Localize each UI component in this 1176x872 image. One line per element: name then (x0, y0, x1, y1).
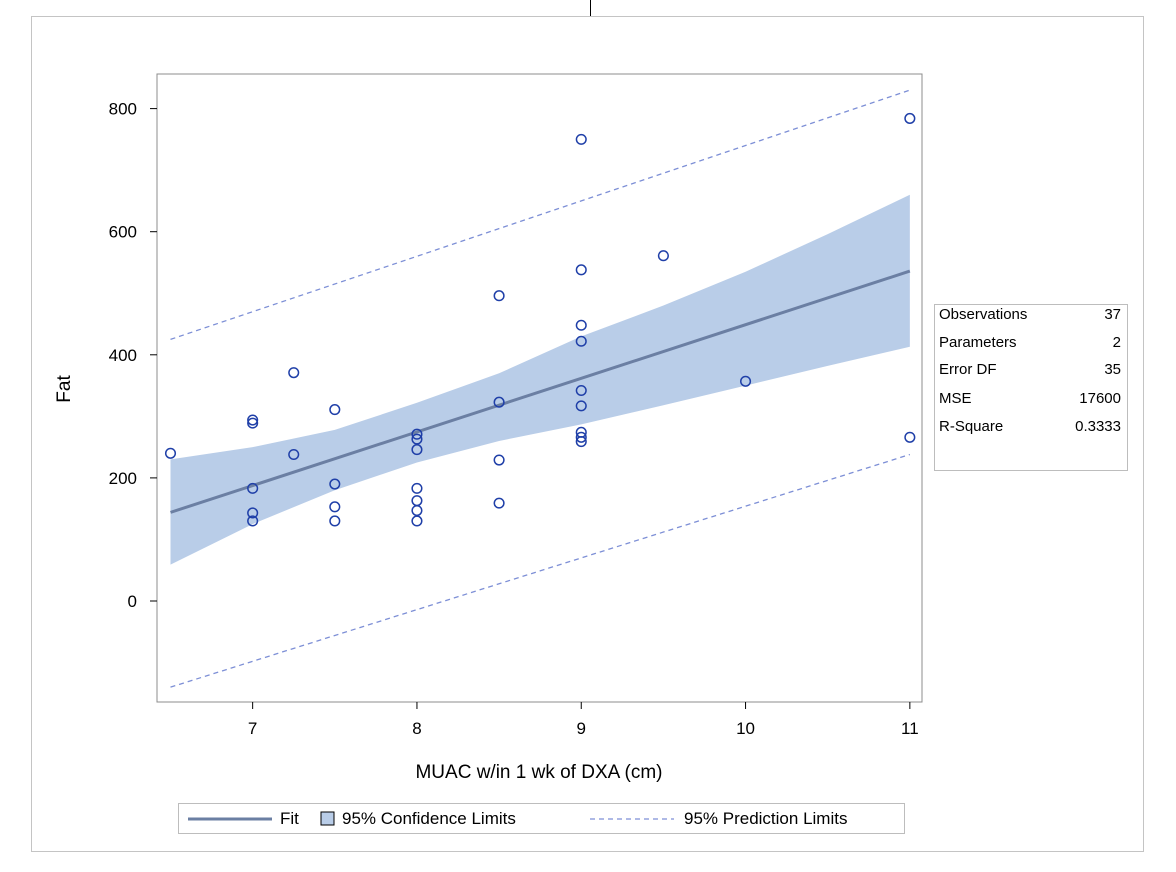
data-point (411, 444, 423, 456)
prediction-limit-upper (170, 89, 911, 341)
data-point (904, 431, 916, 443)
data-point (575, 335, 587, 347)
stat-row-r-square: R-Square 0.3333 (935, 418, 1127, 438)
data-point (740, 375, 752, 387)
data-point (329, 501, 341, 513)
fit-line (170, 269, 911, 514)
legend-label-confidence: 95% Confidence Limits (342, 809, 516, 828)
data-point (411, 482, 423, 494)
data-point (247, 515, 259, 527)
plot-area-border (156, 73, 923, 703)
data-point (575, 400, 587, 412)
data-point (411, 433, 423, 445)
x-axis-label: MUAC w/in 1 wk of DXA (cm) (415, 762, 662, 783)
y-tick-label: 400 (109, 346, 137, 365)
legend-confidence-swatch-icon (320, 811, 335, 826)
data-point (247, 507, 259, 519)
y-axis-label: Fat (54, 375, 75, 403)
data-point (247, 417, 259, 429)
data-point (411, 504, 423, 517)
legend-label-fit: Fit (280, 809, 299, 828)
data-point (493, 454, 505, 466)
data-point (164, 447, 177, 459)
stat-label: Error DF (939, 361, 997, 378)
data-point (288, 448, 300, 461)
stat-value: 2 (1112, 334, 1121, 351)
confidence-band (170, 194, 910, 565)
data-point (247, 414, 259, 426)
data-point (411, 428, 423, 440)
legend-symbols (188, 811, 674, 826)
data-point (575, 133, 587, 145)
data-point (575, 319, 587, 331)
stat-row-observations: Observations 37 (935, 306, 1127, 326)
data-point (247, 482, 259, 494)
data-point (575, 384, 587, 397)
x-tick-label: 8 (412, 719, 421, 738)
data-point (493, 290, 505, 302)
stat-row-parameters: Parameters 2 (935, 334, 1127, 354)
stat-row-mse: MSE 17600 (935, 390, 1127, 410)
data-point (575, 436, 587, 448)
stat-value: 37 (1104, 306, 1121, 323)
data-point (329, 404, 341, 416)
y-tick-label: 800 (109, 100, 137, 119)
data-point (575, 431, 587, 443)
data-point (329, 478, 341, 490)
data-point (411, 495, 423, 507)
stat-label: R-Square (939, 418, 1004, 435)
stat-label: Parameters (939, 334, 1017, 351)
chart-legend: Fit 95% Confidence Limits 95% Prediction… (178, 803, 905, 834)
y-tick-label: 200 (109, 469, 137, 488)
fit-statistics-table: Observations 37 Parameters 2 Error DF 35… (934, 304, 1128, 471)
stat-row-error-df: Error DF 35 (935, 361, 1127, 381)
data-point (493, 497, 505, 509)
stat-value: 35 (1104, 361, 1121, 378)
prediction-limit-lower (170, 453, 911, 688)
x-tick-label: 7 (248, 719, 257, 738)
data-point (329, 515, 341, 527)
legend-label-prediction: 95% Prediction Limits (684, 809, 848, 828)
stat-value: 17600 (1079, 390, 1121, 407)
data-point (411, 515, 423, 527)
data-point (904, 112, 916, 124)
top-divider-line (590, 0, 591, 17)
data-point (575, 264, 587, 276)
x-tick-label: 11 (901, 719, 919, 738)
data-point (493, 396, 505, 408)
stat-label: Observations (939, 306, 1028, 323)
stat-value: 0.3333 (1075, 418, 1121, 435)
y-tick-label: 600 (109, 223, 137, 242)
data-point (288, 367, 300, 379)
y-tick-label: 0 (128, 592, 137, 611)
x-tick-label: 9 (577, 719, 586, 738)
x-tick-label: 10 (736, 719, 755, 738)
stat-label: MSE (939, 390, 972, 407)
data-point (657, 250, 669, 262)
